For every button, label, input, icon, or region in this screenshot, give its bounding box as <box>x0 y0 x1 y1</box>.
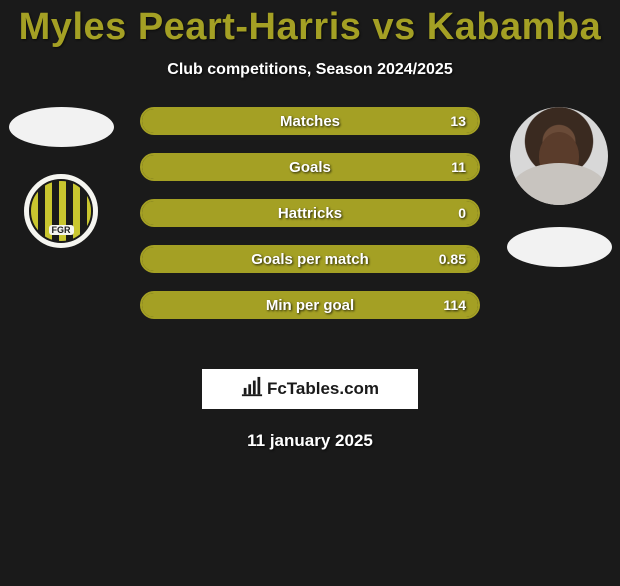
stat-bar-label: Hattricks <box>142 201 478 225</box>
stat-bar: Hattricks0 <box>140 199 480 227</box>
right-player-column <box>504 107 614 267</box>
right-club-crest-placeholder <box>507 227 612 267</box>
crest-graphic <box>29 179 93 243</box>
left-player-photo-placeholder <box>9 107 114 147</box>
comparison-panel: Matches13 Goals11 Hattricks0 Goals per matc… <box>0 107 620 347</box>
stat-bar-value: 11 <box>451 155 466 179</box>
stat-bar-value: 0.85 <box>439 247 466 271</box>
left-club-crest <box>21 171 101 251</box>
stat-bar: Min per goal114 <box>140 291 480 319</box>
stat-bar: Goals11 <box>140 153 480 181</box>
page-title: Myles Peart-Harris vs Kabamba <box>0 6 620 49</box>
stat-bar: Goals per match0.85 <box>140 245 480 273</box>
bar-chart-icon <box>241 376 263 403</box>
branding-badge: FcTables.com <box>202 369 418 409</box>
subtitle: Club competitions, Season 2024/2025 <box>0 61 620 79</box>
date-text: 11 january 2025 <box>0 431 620 451</box>
stat-bar-value: 13 <box>450 109 466 133</box>
stat-bar-label: Goals per match <box>142 247 478 271</box>
stat-bar-value: 114 <box>443 293 466 317</box>
stat-bar-label: Matches <box>142 109 478 133</box>
branding-text: FcTables.com <box>267 379 379 399</box>
stat-bars: Matches13 Goals11 Hattricks0 Goals per matc… <box>140 107 480 319</box>
stat-bar: Matches13 <box>140 107 480 135</box>
stat-bar-value: 0 <box>458 201 466 225</box>
stat-bar-label: Goals <box>142 155 478 179</box>
right-player-photo <box>510 107 608 205</box>
stat-bar-label: Min per goal <box>142 293 478 317</box>
left-player-column <box>6 107 116 251</box>
